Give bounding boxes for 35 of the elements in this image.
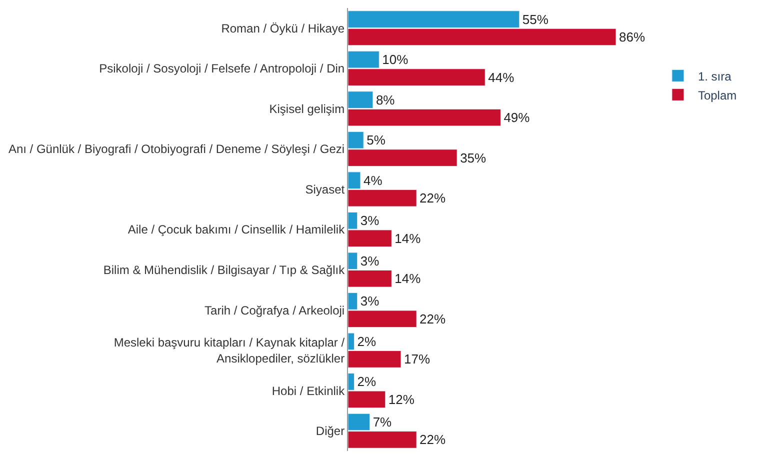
data-label: 86%: [619, 29, 646, 44]
data-label: 4%: [363, 172, 383, 188]
data-label: 5%: [366, 132, 386, 148]
y-tick-label: Bilim & Mühendislik / Bilgisayar / Tıp & Sağlık: [103, 262, 346, 277]
data-label: 3%: [360, 253, 380, 268]
data-label: 22%: [420, 311, 446, 326]
data-label: 2%: [357, 374, 376, 390]
data-label: 44%: [488, 70, 515, 85]
y-tick-label: Diğer: [316, 424, 345, 438]
data-label: 10%: [382, 52, 409, 68]
data-label: 3%: [360, 294, 380, 309]
y-tick-label: Siyaset: [305, 182, 346, 196]
data-label: 7%: [372, 414, 392, 430]
data-label: 17%: [404, 352, 430, 367]
y-tick-label: Anı / Günlük / Biyografi / Otobiyografi / Deneme / Söyleşi / Gezi: [8, 142, 345, 156]
legend-label: 1. sıra: [698, 69, 732, 84]
y-tick-label: Mesleki başvuru kitapları / Kaynak kitaplar / Ansiklopediler, sözlükler: [114, 336, 346, 366]
data-label: 49%: [504, 110, 530, 126]
data-label: 2%: [357, 334, 376, 349]
data-label: 55%: [522, 12, 549, 27]
data-label: 22%: [420, 190, 446, 206]
y-tick-label: Tarih / Coğrafya / Arkeoloji: [204, 303, 345, 318]
legend-label: Toplam: [698, 88, 737, 102]
data-label: 8%: [376, 92, 396, 108]
data-label: 14%: [394, 230, 422, 246]
data-label: 14%: [394, 271, 422, 286]
y-tick-label: Kişisel gelişim: [269, 102, 345, 116]
data-label: 3%: [360, 213, 380, 228]
data-label: 22%: [420, 432, 446, 448]
y-tick-label: Aile / Çocuk bakımı / Cinsellik / Hamilelik: [128, 222, 346, 237]
y-tick-label: Hobi / Etkinlik: [272, 384, 346, 398]
y-tick-label: Psikoloji / Sosyoloji / Felsefe / Antropoloji / Din: [99, 62, 345, 76]
y-tick-label: Roman / Öykü / Hikaye: [221, 21, 345, 36]
data-label: 35%: [460, 150, 487, 166]
data-label: 12%: [388, 392, 415, 407]
